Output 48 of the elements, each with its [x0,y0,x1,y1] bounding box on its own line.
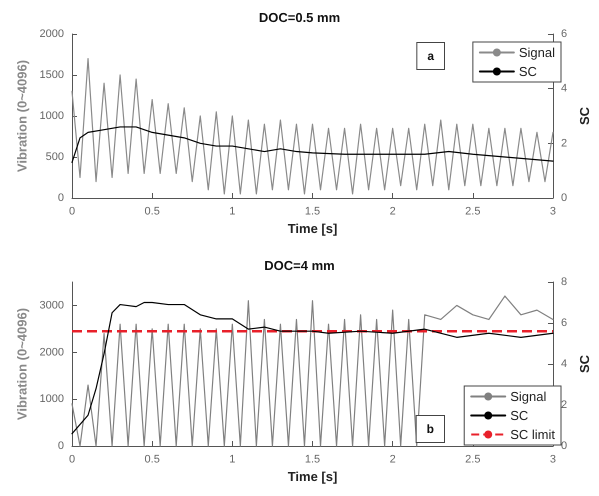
y-tick-label: 1000 [40,110,64,122]
y-tick-label: 0 [58,440,64,452]
y-tick-label: 3000 [40,299,64,312]
y2-tick-label: 0 [560,440,568,452]
x-axis-title: Time [s] [288,468,338,484]
x-tick-label: 1 [229,454,236,466]
y2-tick-label: 4 [560,82,568,95]
x-tick-label: 2.5 [465,206,480,218]
x-tick-label: 0 [68,206,76,218]
y-tick-label: 500 [46,151,64,163]
y2-tick-label: 6 [560,317,568,329]
line-series [71,126,554,164]
y2-tick-label: 2 [560,137,568,150]
y-tick-label: 1500 [40,69,64,81]
y2-tick-label: 4 [560,358,568,370]
y2-tick-label: 0 [560,192,568,204]
y2-tick-label: 6 [560,28,568,40]
annotation: a [427,49,434,63]
x-tick-label: 0.5 [144,454,160,466]
y-tick-label: 2000 [40,28,64,40]
y2-axis-title: SC [577,106,592,126]
x-tick-label: 2 [390,206,396,218]
x-tick-label: 3 [550,454,556,466]
y2-tick-label: 8 [560,276,568,288]
chart-title: DOC=0.5 mm [258,10,340,25]
legend-label: Signal [510,389,546,404]
legend-label: Signal [518,45,556,60]
chart-title: DOC=4 mm [264,258,335,273]
legend-label: SC [518,64,537,79]
y2-axis-title: SC [577,354,592,374]
y-axis-title: Vibration (0~4096) [14,308,30,420]
x-tick-label: 3 [550,206,556,218]
y-tick-label: 2000 [40,346,64,358]
y-axis-title: Vibration (0~4096) [14,60,30,172]
legend-label: SC [510,408,528,423]
annotation: b [426,422,434,436]
y-tick-label: 0 [58,192,64,204]
x-tick-label: 0.5 [144,206,160,218]
x-tick-label: 1.5 [304,206,320,218]
y2-tick-label: 2 [560,399,568,411]
x-tick-label: 0 [68,454,76,466]
x-axis-title: Time [s] [288,220,338,236]
x-tick-label: 1 [229,206,236,218]
legend-label: SC limit [510,427,556,442]
x-tick-label: 2 [390,454,396,466]
x-tick-label: 2.5 [465,454,480,466]
y-tick-label: 1000 [40,393,64,406]
x-tick-label: 1.5 [304,454,320,466]
